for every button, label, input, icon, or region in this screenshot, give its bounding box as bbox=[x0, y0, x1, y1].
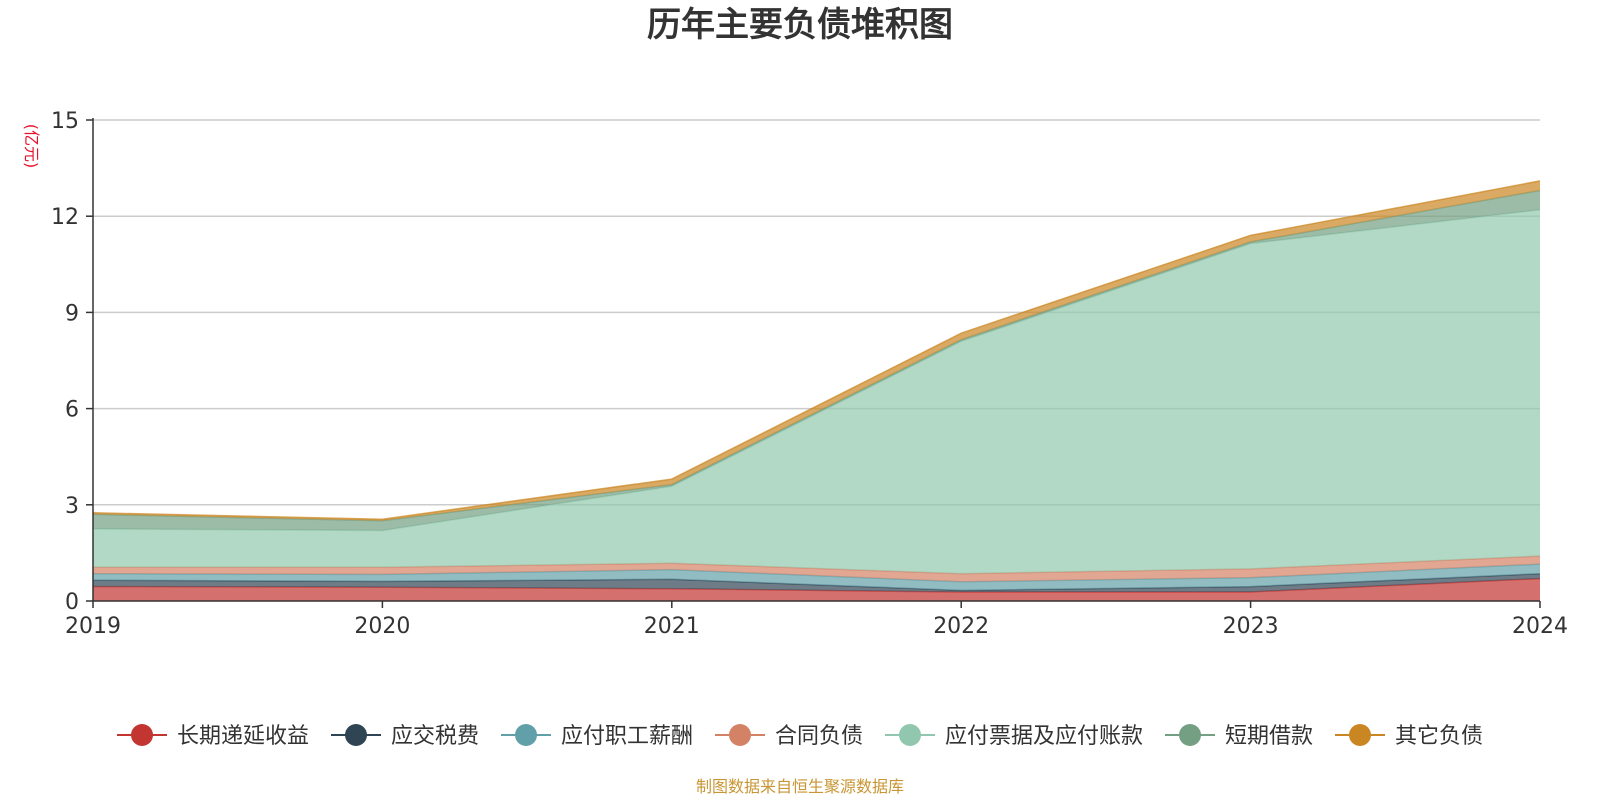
x-tick-label: 2020 bbox=[354, 614, 410, 639]
x-tick-label: 2024 bbox=[1512, 614, 1568, 639]
legend-label: 合同负债 bbox=[775, 724, 863, 749]
legend-label: 应付票据及应付账款 bbox=[945, 724, 1143, 749]
y-tick-label: 0 bbox=[65, 590, 79, 615]
area-series bbox=[92, 180, 1541, 601]
x-tick-label: 2022 bbox=[933, 614, 989, 639]
legend-item-3[interactable]: 合同负债 bbox=[715, 724, 863, 749]
legend-circle-icon bbox=[515, 724, 537, 746]
legend-item-5[interactable]: 短期借款 bbox=[1165, 724, 1313, 749]
chart-title: 历年主要负债堆积图 bbox=[647, 5, 953, 45]
legend-circle-icon bbox=[1179, 724, 1201, 746]
area-series-6 bbox=[93, 180, 1540, 521]
area-series-4 bbox=[93, 209, 1540, 574]
area-series-5 bbox=[93, 190, 1540, 531]
legend-circle-icon bbox=[345, 724, 367, 746]
data-source-note: 制图数据来自恒生聚源数据库 bbox=[696, 777, 904, 796]
x-tick-label: 2023 bbox=[1223, 614, 1279, 639]
y-tick-label: 3 bbox=[65, 494, 79, 519]
x-tick-label: 2019 bbox=[65, 614, 121, 639]
area-series-2 bbox=[93, 564, 1540, 591]
legend-label: 其它负债 bbox=[1395, 724, 1483, 749]
area-series-0 bbox=[93, 578, 1540, 601]
legend-label: 长期递延收益 bbox=[177, 724, 309, 749]
legend-circle-icon bbox=[729, 724, 751, 746]
y-tick-label: 15 bbox=[51, 109, 79, 134]
legend-item-1[interactable]: 应交税费 bbox=[331, 724, 479, 749]
legend-circle-icon bbox=[1349, 724, 1371, 746]
x-tick-label: 2021 bbox=[644, 614, 700, 639]
legend-item-4[interactable]: 应付票据及应付账款 bbox=[885, 724, 1143, 749]
legend-circle-icon bbox=[899, 724, 921, 746]
legend-label: 短期借款 bbox=[1225, 724, 1313, 749]
axes: 0 3 6 9 12 15 2019 2020 2021 2022 2023 2024 bbox=[51, 109, 1568, 639]
legend-label: 应付职工薪酬 bbox=[561, 724, 693, 749]
y-tick-label: 9 bbox=[65, 301, 79, 326]
legend-circle-icon bbox=[131, 724, 153, 746]
y-axis-unit-label: (亿元) bbox=[22, 124, 41, 169]
y-tick-label: 12 bbox=[51, 205, 79, 230]
legend-label: 应交税费 bbox=[391, 724, 479, 749]
legend-item-0[interactable]: 长期递延收益 bbox=[117, 724, 309, 749]
legend-item-6[interactable]: 其它负债 bbox=[1335, 724, 1483, 749]
area-series-1 bbox=[93, 573, 1540, 592]
y-tick-label: 6 bbox=[65, 398, 79, 423]
legend[interactable]: 长期递延收益 应交税费 应付职工薪酬 合同负债 应付票据及应付账款 短期借款 其它负债 bbox=[117, 724, 1483, 749]
legend-item-2[interactable]: 应付职工薪酬 bbox=[501, 724, 693, 749]
area-series-line-6 bbox=[92, 180, 1541, 520]
